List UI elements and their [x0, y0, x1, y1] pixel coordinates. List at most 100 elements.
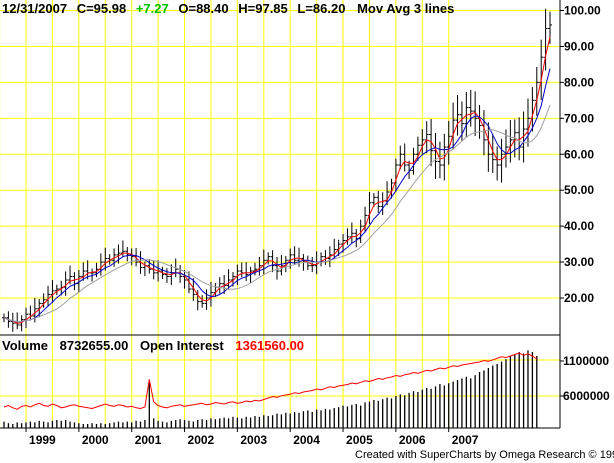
- ma-fast-line: [3, 36, 551, 324]
- chart-credit: Created with SuperCharts by Omega Resear…: [355, 449, 614, 461]
- ohlc-bar: [319, 252, 324, 267]
- ohlc-bar: [72, 272, 77, 291]
- ohlc-bar: [521, 111, 526, 163]
- ohlc-bar: [120, 240, 125, 258]
- ohlc-bar: [451, 102, 456, 150]
- ohlc-bar: [411, 147, 416, 175]
- ohlc-bar: [495, 146, 500, 181]
- ohlc-bar: [217, 277, 222, 294]
- volume-label: Volume: [2, 338, 48, 353]
- ohlc-bar: [226, 269, 231, 290]
- ohlc-bar: [437, 141, 442, 179]
- ohlc-bar: [19, 315, 24, 332]
- volume-header: Volume 8732655.00 Open Interest 1361560.…: [2, 338, 304, 353]
- ohlc-bar: [2, 313, 6, 323]
- header-low: L=86.20: [297, 1, 345, 16]
- open-interest-line: [3, 352, 538, 410]
- ohlc-bar: [182, 269, 187, 289]
- ohlc-bar: [473, 91, 478, 136]
- ohlc-bar: [275, 257, 279, 280]
- ohlc-bar: [257, 257, 262, 276]
- ohlc-bar: [433, 133, 438, 180]
- price-bars: [2, 8, 552, 332]
- ohlc-bar: [252, 262, 257, 276]
- y-tick-label: 90.00: [564, 39, 594, 53]
- open-interest-path: [3, 352, 538, 410]
- x-tick-label: 2005: [346, 433, 373, 447]
- time-axis-labels: 1999 2000 2001 2002 2003 2004 2005 2006 2007: [25, 428, 479, 447]
- ohlc-bar: [363, 206, 368, 233]
- ohlc-bar: [464, 92, 469, 137]
- y-tick-label: 100.00: [564, 4, 601, 18]
- y-tick-label: 70.00: [564, 111, 594, 125]
- ohlc-bar: [41, 293, 46, 308]
- ohlc-bar: [499, 138, 504, 183]
- y-tick-label: 80.00: [564, 75, 594, 89]
- volume-value: 8732655.00: [60, 338, 129, 353]
- y-tick-label: 30.00: [564, 255, 594, 269]
- ohlc-bar: [420, 129, 425, 154]
- ohlc-bar: [76, 269, 81, 293]
- moving-average-lines: [3, 36, 551, 324]
- x-tick-label: 2004: [293, 433, 320, 447]
- ohlc-bar: [81, 262, 86, 281]
- volume-tick-label: 1100000: [563, 354, 609, 368]
- ohlc-bar: [385, 181, 390, 206]
- volume-bars: [3, 350, 538, 428]
- volume-axis-labels: 1100000 6000000: [560, 354, 610, 403]
- header-high: H=97.85: [238, 1, 288, 16]
- y-tick-label: 20.00: [564, 291, 594, 305]
- ohlc-bar: [279, 254, 284, 276]
- header-open: O=88.40: [178, 1, 228, 16]
- y-tick-label: 50.00: [564, 183, 594, 197]
- x-tick-label: 2000: [82, 433, 109, 447]
- x-tick-label: 2007: [452, 433, 479, 447]
- ohlc-bar: [164, 268, 169, 283]
- chart-header: 12/31/2007 C=95.98 +7.27 O=88.40 H=97.85…: [2, 1, 454, 16]
- price-axis-labels: 100.00 90.00 80.00 70.00 60.00 50.00 40.00 30.0…: [560, 4, 601, 305]
- header-study: Mov Avg 3 lines: [357, 1, 454, 16]
- ohlc-bar: [455, 94, 460, 136]
- header-date: 12/31/2007: [2, 1, 67, 16]
- open-interest-value: 1361560.00: [235, 338, 304, 353]
- ohlc-bar: [503, 129, 508, 168]
- ohlc-bar: [191, 278, 196, 301]
- ohlc-bar: [508, 120, 513, 163]
- volume-tick-label: 6000000: [563, 389, 610, 403]
- x-tick-label: 2003: [240, 433, 267, 447]
- header-change: +7.27: [136, 1, 169, 16]
- ohlc-bar: [398, 145, 403, 170]
- ohlc-bar: [10, 312, 15, 332]
- ohlc-bar: [50, 280, 55, 304]
- ohlc-bar: [15, 312, 20, 330]
- ohlc-bar: [266, 252, 271, 265]
- ohlc-bar: [46, 285, 51, 307]
- ohlc-bar: [402, 143, 407, 172]
- ohlc-bar: [468, 89, 473, 127]
- ohlc-bar: [323, 250, 328, 265]
- ma-slow-line: [3, 104, 551, 323]
- x-tick-label: 2001: [135, 433, 162, 447]
- x-tick-label: 2002: [188, 433, 215, 447]
- ohlc-bar: [380, 192, 385, 215]
- chart-grid: [0, 0, 560, 428]
- ohlc-bar: [129, 248, 134, 266]
- ohlc-bar: [292, 246, 297, 265]
- ohlc-bar: [341, 234, 346, 253]
- ohlc-bar: [244, 262, 249, 282]
- ohlc-bar: [424, 121, 429, 154]
- x-tick-label: 1999: [29, 433, 56, 447]
- x-tick-label: 2006: [399, 433, 426, 447]
- y-tick-label: 60.00: [564, 147, 594, 161]
- ohlc-bar: [200, 295, 205, 308]
- header-close: C=95.98: [77, 1, 127, 16]
- open-interest-label: Open Interest: [140, 338, 224, 353]
- ohlc-bar: [534, 66, 539, 116]
- ohlc-bar: [204, 289, 209, 310]
- ohlc-bar: [446, 120, 451, 165]
- ohlc-bar: [490, 134, 495, 173]
- ohlc-bar: [103, 247, 108, 271]
- ohlc-bar: [125, 246, 130, 262]
- ohlc-bar: [525, 98, 530, 147]
